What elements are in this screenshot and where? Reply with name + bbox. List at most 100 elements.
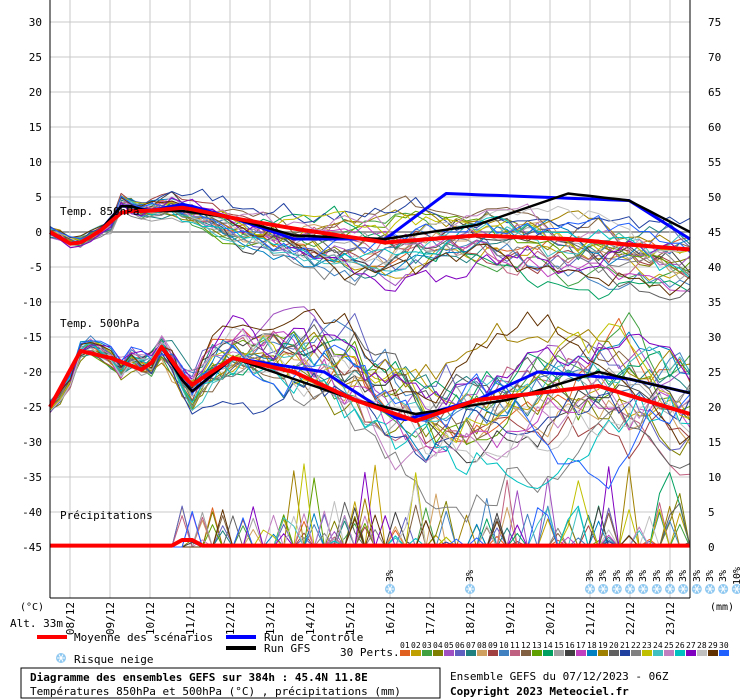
pert-number: 30	[719, 641, 729, 650]
pert-swatch	[466, 650, 476, 656]
run-info: Ensemble GEFS du 07/12/2023 - 06Z	[450, 670, 669, 683]
pert-swatch	[576, 650, 586, 656]
pert-swatch	[609, 650, 619, 656]
snow-risk-label: 3%	[652, 570, 663, 582]
pert-swatch	[400, 650, 410, 656]
snow-risk-label: 3%	[678, 570, 689, 582]
pert-swatch	[433, 650, 443, 656]
left-tick-label: 20	[29, 86, 42, 99]
precip-label: Précipitations	[60, 509, 153, 522]
title-box	[20, 667, 441, 699]
pert-swatch	[708, 650, 718, 656]
pert-number: 03	[422, 641, 432, 650]
right-tick-label: 0	[708, 541, 715, 554]
legend-mean-label: Moyenne des scénarios	[74, 631, 213, 644]
pert-number: 28	[697, 641, 707, 650]
left-tick-label: -25	[22, 401, 42, 414]
right-tick-label: 50	[708, 191, 721, 204]
left-tick-label: -30	[22, 436, 42, 449]
left-tick-label: -35	[22, 471, 42, 484]
pert-swatch	[686, 650, 696, 656]
right-tick-label: 60	[708, 121, 721, 134]
pert-color-legend: 01 02 03 04 05 06 07 08 09 10 11 12 13 14 15 16 17 18 19 20…	[400, 641, 729, 656]
snow-marker: 3%	[665, 570, 676, 594]
legend-perts-label: 30 Perts.	[340, 646, 400, 659]
left-tick-label: 30	[29, 16, 42, 29]
left-tick-label: -45	[22, 541, 42, 554]
pert-number: 21	[620, 641, 630, 650]
left-tick-label: -15	[22, 331, 42, 344]
pert-number: 24	[653, 641, 663, 650]
snow-risk-label: 3%	[705, 570, 716, 582]
snow-marker: 3%	[691, 570, 703, 594]
pert-number: 06	[455, 641, 465, 650]
pert-swatch	[620, 650, 630, 656]
legend-snow-label: Risque neige	[74, 653, 153, 666]
pert-number: 23	[642, 641, 652, 650]
snow-marker: 3%	[465, 570, 476, 594]
pert-swatch	[543, 650, 553, 656]
pert-number: 10	[499, 641, 509, 650]
pert-swatch	[587, 650, 597, 656]
snow-marker: 3%	[598, 570, 609, 594]
pert-number: 16	[565, 641, 575, 650]
ensemble-member-500	[49, 335, 691, 471]
snow-risk-label: 3%	[625, 570, 636, 582]
snow-risk-label: 3%	[385, 570, 396, 582]
right-tick-label: 40	[708, 261, 721, 274]
legend: Moyenne des scénarios Run de contrôle Ru…	[37, 631, 400, 666]
left-unit-label: (°C)	[20, 602, 44, 613]
left-tick-label: 15	[29, 121, 42, 134]
chart-subtitle: Températures 850hPa et 500hPa (°C) , pré…	[30, 685, 401, 698]
pert-swatch	[477, 650, 487, 656]
snow-legend-icon	[56, 653, 66, 663]
pert-swatch	[532, 650, 542, 656]
t500-label: Temp. 500hPa	[60, 317, 139, 330]
snow-risk-label: 3%	[665, 570, 676, 582]
pert-number: 13	[532, 641, 542, 650]
pert-swatch	[455, 650, 465, 656]
mean-line-850	[49, 205, 691, 252]
pert-number: 02	[411, 641, 421, 650]
altitude-label: Alt. 33m	[10, 617, 63, 630]
pert-swatch	[631, 650, 641, 656]
right-tick-label: 5	[708, 506, 715, 519]
ensemble-member-850	[49, 209, 691, 286]
x-tick-label: 12/12	[224, 602, 237, 635]
t850-label: Temp. 850hPa	[60, 205, 139, 218]
snow-marker: 3%	[705, 570, 716, 594]
mean-line-500	[48, 344, 691, 423]
left-tick-label: 25	[29, 51, 42, 64]
x-tick-label: 20/12	[544, 602, 557, 635]
snow-marker: 3%	[651, 570, 663, 594]
x-tick-label: 18/12	[464, 602, 477, 635]
pert-number: 19	[598, 641, 608, 650]
left-tick-label: 0	[35, 226, 42, 239]
ensemble-member-850	[49, 197, 691, 296]
x-tick-label: 08/12	[64, 602, 77, 635]
pert-number: 25	[664, 641, 674, 650]
pert-number: 29	[708, 641, 718, 650]
x-tick-label: 14/12	[304, 602, 317, 635]
x-tick-label: 16/12	[384, 602, 397, 635]
mean-line-precip	[50, 538, 690, 548]
pert-swatch	[653, 650, 663, 656]
pert-swatch	[422, 650, 432, 656]
right-tick-label: 15	[708, 436, 721, 449]
pert-swatch	[510, 650, 520, 656]
right-tick-label: 75	[708, 16, 721, 29]
pert-swatch	[719, 650, 729, 656]
ensemble-member-850	[49, 195, 691, 260]
snow-risk-label: 3%	[612, 570, 623, 582]
snow-risk-markers: 3%3%3%3%3%3%3%3%3%3%3%3%3%10%3%	[385, 567, 740, 594]
snow-risk-label: 3%	[718, 570, 729, 582]
main-lines	[48, 192, 691, 548]
ensemble-member-500	[49, 324, 691, 469]
right-tick-label: 30	[708, 331, 721, 344]
snow-marker: 3%	[638, 570, 649, 594]
pert-number: 05	[444, 641, 454, 650]
snow-marker: 10%	[732, 567, 740, 594]
snow-risk-label: 3%	[638, 570, 649, 582]
